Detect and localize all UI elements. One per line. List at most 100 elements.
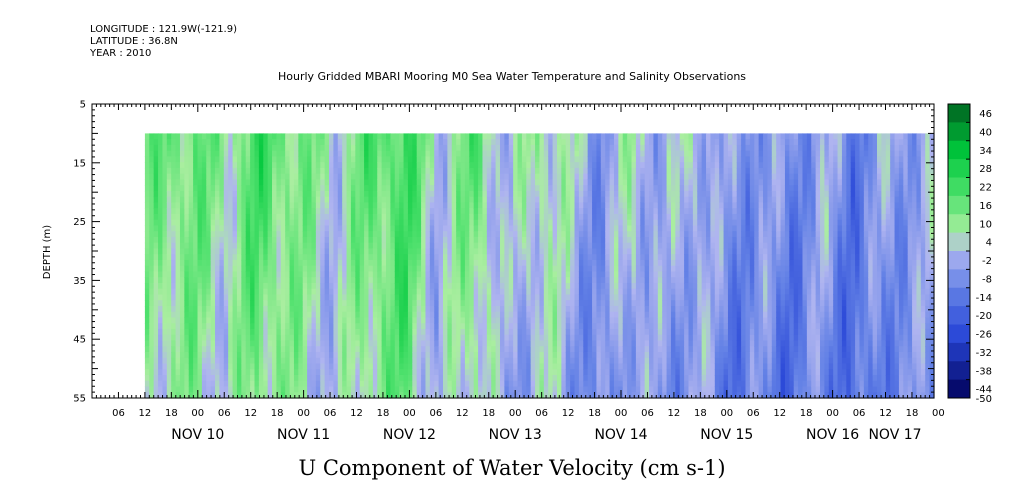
heatmap-cell (153, 213, 159, 221)
heatmap-cell (179, 282, 185, 290)
heatmap-cell (171, 162, 177, 169)
heatmap-cell (307, 139, 313, 146)
heatmap-cell (350, 346, 356, 353)
heatmap-cell (329, 254, 334, 261)
heatmap-cell (464, 219, 470, 227)
heatmap-cell (561, 173, 567, 181)
heatmap-cell (280, 374, 286, 382)
heatmap-cell (429, 139, 435, 146)
heatmap-cell (241, 254, 247, 261)
heatmap-cell (337, 179, 343, 186)
heatmap-cell (443, 346, 448, 353)
heatmap-cell (337, 317, 343, 324)
heatmap-cell (364, 386, 370, 393)
heatmap-cell (307, 323, 313, 330)
heatmap-cell (210, 300, 216, 307)
heatmap-cell (600, 156, 606, 163)
heatmap-cell (153, 340, 159, 347)
heatmap-cell (206, 173, 212, 181)
heatmap-cell (578, 167, 584, 175)
heatmap-cell (263, 300, 269, 307)
heatmap-cell (535, 242, 541, 250)
heatmap-cell (215, 144, 221, 152)
heatmap-cell (587, 231, 593, 238)
heatmap-cell (184, 323, 190, 330)
heatmap-cell (272, 179, 278, 186)
heatmap-cell (311, 288, 317, 296)
heatmap-cell (394, 179, 400, 186)
heatmap-cell (245, 202, 251, 209)
heatmap-cell (429, 254, 435, 261)
heatmap-cell (320, 300, 326, 307)
heatmap-cell (285, 248, 291, 255)
heatmap-cell (464, 311, 470, 319)
heatmap-cell (289, 254, 295, 261)
heatmap-cell (320, 208, 326, 215)
heatmap-cell (272, 311, 278, 319)
heatmap-cell (403, 133, 409, 140)
heatmap-cell (184, 173, 190, 181)
heatmap-cell (320, 328, 326, 336)
heatmap-cell (469, 392, 475, 399)
heatmap-cell (403, 196, 409, 204)
heatmap-cell (311, 351, 317, 359)
heatmap-cell (482, 208, 488, 215)
heatmap-cell (574, 196, 580, 204)
heatmap-cell (254, 196, 260, 204)
heatmap-cell (346, 346, 352, 353)
heatmap-cell (508, 202, 514, 209)
heatmap-cell (337, 386, 343, 393)
heatmap-cell (535, 305, 541, 313)
heatmap-cell (153, 357, 159, 365)
heatmap-cell (289, 242, 295, 250)
heatmap-cell (346, 167, 352, 175)
heatmap-cell (407, 351, 413, 359)
heatmap-cell (333, 351, 339, 359)
heatmap-cell (513, 282, 519, 290)
heatmap-cell (592, 340, 598, 347)
heatmap-cell (561, 340, 567, 347)
heatmap-cell (464, 380, 470, 388)
heatmap-cell (285, 277, 291, 284)
heatmap-cell (179, 369, 185, 376)
heatmap-cell (210, 231, 216, 238)
heatmap-cell (315, 208, 321, 215)
heatmap-cell (359, 271, 365, 278)
heatmap-cell (464, 162, 470, 169)
heatmap-cell (315, 144, 321, 152)
heatmap-cell (144, 254, 150, 261)
heatmap-cell (302, 150, 308, 158)
heatmap-cell (609, 323, 615, 330)
heatmap-cell (346, 248, 352, 255)
heatmap-cell (166, 392, 172, 399)
heatmap-cell (473, 294, 479, 301)
heatmap-cell (535, 185, 541, 192)
heatmap-cell (175, 334, 181, 342)
heatmap-cell (175, 219, 181, 227)
heatmap-cell (556, 167, 562, 175)
heatmap-cell (460, 323, 466, 330)
heatmap-cell (583, 265, 589, 273)
heatmap-cell (276, 328, 282, 336)
heatmap-cell (491, 294, 497, 301)
heatmap-cell (245, 167, 251, 175)
heatmap-cell (570, 334, 576, 342)
heatmap-cell (539, 277, 545, 284)
heatmap-cell (381, 236, 387, 244)
heatmap-cell (421, 202, 427, 209)
heatmap-cell (280, 196, 286, 204)
heatmap-cell (460, 202, 466, 209)
heatmap-cell (556, 311, 562, 319)
heatmap-cell (486, 380, 492, 388)
heatmap-cell (372, 363, 378, 370)
heatmap-cell (394, 392, 400, 399)
heatmap-cell (556, 369, 562, 376)
heatmap-cell (438, 288, 444, 296)
heatmap-cell (197, 288, 203, 296)
heatmap-cell (434, 242, 440, 250)
heatmap-cell (228, 225, 234, 232)
heatmap-cell (219, 334, 225, 342)
heatmap-cell (298, 363, 304, 370)
heatmap-cell (285, 150, 291, 158)
heatmap-cell (175, 179, 181, 186)
